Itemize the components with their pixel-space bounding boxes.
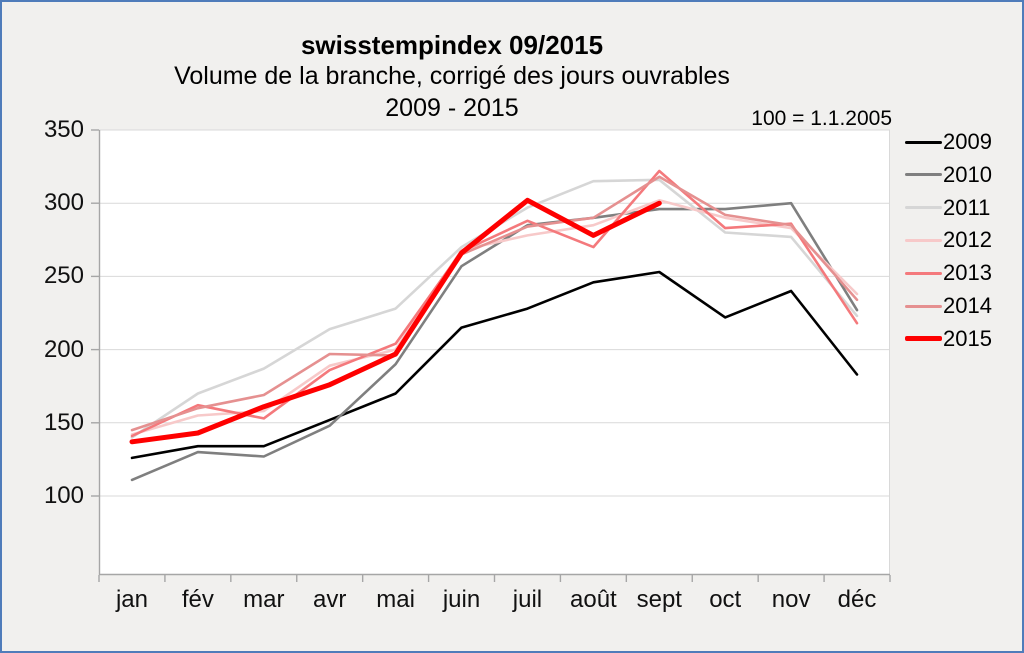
legend-label-2015: 2015 (943, 325, 992, 351)
x-tick-label-mai: mai (376, 586, 415, 613)
legend-label-2012: 2012 (943, 227, 992, 253)
x-tick-label-oct: oct (709, 586, 742, 613)
y-tick-label-150: 150 (43, 408, 84, 436)
index-base-note: 100 = 1.1.2005 (751, 107, 892, 130)
x-tick-label-fév: fév (181, 586, 214, 613)
legend-item-2012: 2012 (905, 225, 992, 255)
x-tick-label-juil: juil (512, 586, 543, 613)
legend-label-2011: 2011 (943, 194, 991, 220)
legend-line-swatch-2015 (905, 336, 942, 342)
legend-line-swatch-2011 (905, 206, 942, 210)
x-tick-label-jan: jan (115, 586, 148, 613)
x-tick-label-avr: avr (313, 586, 347, 613)
series-line-2009 (130, 270, 859, 460)
legend-line-swatch-2014 (905, 304, 942, 308)
legend-label-2014: 2014 (943, 293, 992, 318)
line-chart (91, 129, 891, 582)
x-tick-label-sept: sept (636, 586, 682, 613)
plot-area (91, 129, 891, 582)
x-tick-label-nov: nov (771, 586, 811, 613)
series-line-2015 (129, 197, 662, 445)
legend-line-swatch-2010 (905, 173, 942, 177)
chart-subtitle: Volume de la branche, corrigé des jours … (174, 62, 730, 90)
legend-label-2009: 2009 (943, 129, 992, 154)
y-tick-label-300: 300 (43, 189, 84, 217)
legend-item-2009: 2009 (905, 127, 992, 157)
chart-period: 2009 - 2015 (385, 94, 519, 122)
legend-line-swatch-2013 (905, 271, 942, 275)
x-tick-label-juin: juin (442, 586, 481, 613)
chart-title: swisstempindex 09/2015 (300, 30, 604, 60)
legend-label-2010: 2010 (943, 161, 992, 187)
legend-item-2011: 2011 (905, 193, 990, 223)
legend-item-2013: 2013 (905, 258, 992, 288)
series-line-2014 (130, 175, 859, 432)
x-tick-label-août: août (570, 586, 617, 613)
y-tick-label-100: 100 (43, 482, 84, 509)
y-tick-label-200: 200 (43, 335, 84, 363)
legend-label-2013: 2013 (943, 260, 992, 286)
legend-item-2014: 2014 (905, 291, 992, 321)
y-tick-label-350: 350 (43, 116, 84, 143)
series-line-2010 (130, 201, 859, 482)
x-tick-label-déc: déc (837, 586, 877, 613)
y-tick-label-250: 250 (43, 262, 84, 290)
legend-item-2015: 2015 (905, 324, 992, 354)
series-line-2013 (130, 169, 859, 438)
legend-line-swatch-2012 (905, 238, 942, 242)
x-tick-label-mar: mar (243, 586, 285, 613)
legend-line-swatch-2009 (905, 140, 942, 144)
legend-item-2010: 2010 (905, 160, 992, 190)
